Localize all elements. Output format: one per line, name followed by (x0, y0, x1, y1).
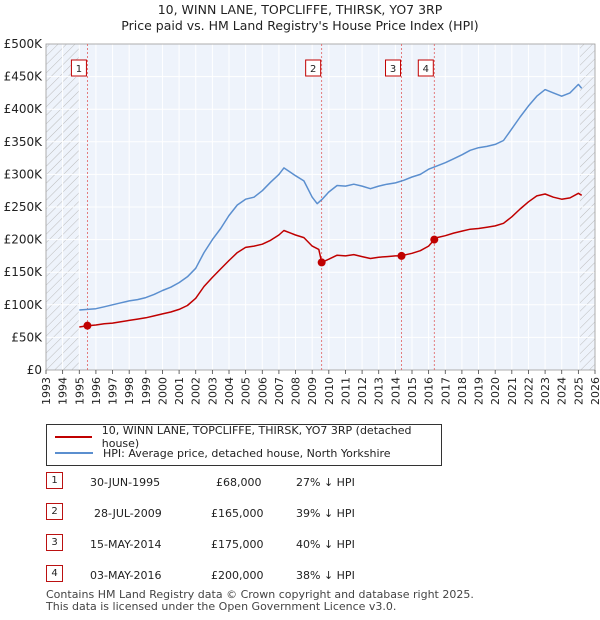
y-tick-label: £100K (4, 298, 44, 312)
sale-date: 30-JUN-1995 (90, 476, 161, 489)
x-tick-label: 2002 (190, 377, 203, 405)
x-tick-label: 2007 (273, 377, 286, 405)
sale-row: 1 30-JUN-1995 £68,000 27% ↓ HPI (46, 472, 446, 492)
legend-item-hpi: HPI: Average price, detached house, Nort… (55, 445, 391, 461)
footer-line-1: Contains HM Land Registry data © Crown c… (46, 588, 474, 601)
x-tick-label: 2006 (256, 377, 269, 405)
sale-hpi-diff: 39% ↓ HPI (296, 507, 355, 520)
footer: Contains HM Land Registry data © Crown c… (46, 589, 474, 613)
sale-row: 4 03-MAY-2016 £200,000 38% ↓ HPI (46, 565, 446, 585)
chart-title: 10, WINN LANE, TOPCLIFFE, THIRSK, YO7 3R… (157, 2, 443, 17)
legend-label-property: 10, WINN LANE, TOPCLIFFE, THIRSK, YO7 3R… (101, 424, 412, 450)
sale-hpi-diff: 40% ↓ HPI (296, 538, 355, 551)
x-tick-label: 2013 (373, 377, 386, 405)
x-tick-label: 2021 (506, 377, 519, 405)
x-tick-label: 2014 (389, 377, 402, 405)
x-tick-label: 2015 (406, 377, 419, 405)
sale-price: £165,000 (211, 507, 264, 520)
sale-date: 28-JUL-2009 (94, 507, 162, 520)
sale-date: 03-MAY-2016 (90, 569, 162, 582)
y-tick-label: £200K (4, 233, 44, 247)
sale-marker-number: 4 (423, 64, 429, 75)
x-tick-label: 2025 (572, 377, 585, 405)
chart-subtitle: Price paid vs. HM Land Registry's House … (121, 18, 479, 33)
x-tick-label: 2003 (206, 377, 219, 405)
x-tick-label: 2009 (306, 377, 319, 405)
hpi-series-line (79, 83, 583, 311)
x-tick-label: 1997 (107, 377, 120, 405)
y-tick-label: £0 (27, 363, 42, 377)
x-tick-label: 2008 (290, 377, 303, 405)
x-tick-label: 2004 (223, 377, 236, 405)
x-tick-label: 1999 (140, 377, 153, 405)
sale-price: £175,000 (211, 538, 264, 551)
y-tick-label: £450K (4, 70, 44, 84)
plot-border (45, 43, 596, 371)
sale-marker-number: 1 (76, 64, 82, 75)
sale-marker-label: 2 (46, 503, 63, 520)
sale-row: 3 15-MAY-2014 £175,000 40% ↓ HPI (46, 534, 446, 554)
x-tick-label: 2019 (473, 377, 486, 405)
x-tick-label: 2022 (522, 377, 535, 405)
sale-point (317, 258, 326, 267)
sale-marker-box (417, 59, 434, 77)
sale-marker-box (385, 59, 402, 77)
y-tick-label: £150K (4, 265, 44, 279)
legend: 10, WINN LANE, TOPCLIFFE, THIRSK, YO7 3R… (46, 424, 442, 466)
sale-row: 2 28-JUL-2009 £165,000 39% ↓ HPI (46, 503, 446, 523)
sale-point (430, 235, 439, 244)
x-tick-label: 2001 (173, 377, 186, 405)
property-series-line (79, 192, 583, 328)
x-tick-label: 1998 (123, 377, 136, 405)
sale-hpi-diff: 38% ↓ HPI (296, 569, 355, 582)
sale-marker-box (305, 59, 322, 77)
y-tick-label: £500K (4, 37, 44, 51)
sale-hpi-diff: 27% ↓ HPI (296, 476, 355, 489)
x-tick-label: 2017 (439, 377, 452, 405)
y-tick-label: £50K (11, 330, 43, 344)
x-tick-label: 2010 (323, 377, 336, 405)
x-tick-label: 2024 (556, 377, 569, 405)
y-tick-label: £350K (4, 135, 44, 149)
price-chart: £0 £50K £100K £150K £200K £250K £300K £350K £400… (4, 37, 600, 405)
sale-marker-label: 4 (46, 565, 63, 582)
sale-marker-number: 3 (390, 64, 396, 75)
x-tick-label: 1996 (90, 377, 103, 405)
x-tick-label: 1993 (40, 377, 53, 405)
x-tick-label: 2000 (156, 377, 169, 405)
sale-marker-box (70, 59, 87, 77)
legend-swatch-hpi (55, 452, 93, 454)
y-tick-label: £250K (4, 200, 44, 214)
x-tick-label: 2012 (356, 377, 369, 405)
x-tick-label: 2011 (339, 377, 352, 405)
y-tick-label: £300K (4, 167, 44, 181)
legend-label-hpi: HPI: Average price, detached house, Nort… (103, 446, 391, 460)
x-tick-label: 2020 (489, 377, 502, 405)
sale-date: 15-MAY-2014 (90, 538, 162, 551)
sale-marker-label: 3 (46, 534, 63, 551)
footer-line-2: This data is licensed under the Open Gov… (46, 600, 397, 613)
x-tick-label: 2005 (240, 377, 253, 405)
legend-item-property: 10, WINN LANE, TOPCLIFFE, THIRSK, YO7 3R… (55, 424, 441, 450)
sale-price: £68,000 (216, 476, 262, 489)
sale-point (397, 251, 406, 260)
sale-price: £200,000 (211, 569, 264, 582)
x-tick-label: 1994 (57, 377, 70, 405)
legend-swatch-property (55, 436, 92, 438)
sale-marker-number: 2 (310, 64, 316, 75)
x-tick-label: 2018 (456, 377, 469, 405)
y-tick-label: £400K (4, 102, 44, 116)
x-tick-label: 2026 (589, 377, 600, 405)
x-tick-label: 2023 (539, 377, 552, 405)
sale-marker-label: 1 (46, 472, 63, 489)
sale-point (83, 321, 92, 330)
x-tick-label: 1995 (73, 377, 86, 405)
x-tick-label: 2016 (423, 377, 436, 405)
